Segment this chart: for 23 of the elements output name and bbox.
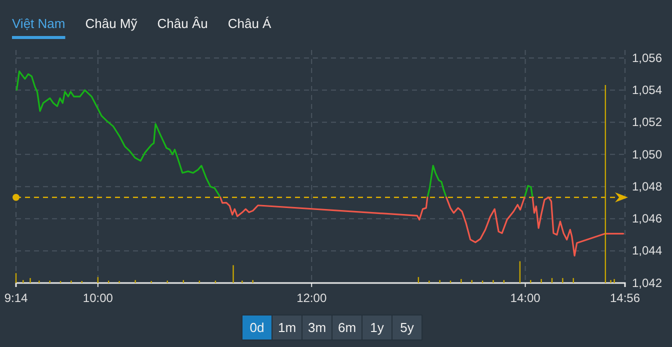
text: Châu Á — [228, 16, 272, 31]
x-tick-label: 14:56 — [610, 291, 640, 305]
text: 3m — [308, 320, 326, 335]
text: Việt Nam — [12, 16, 66, 31]
y-tick-label: 1,052 — [632, 115, 662, 130]
y-tick-label: 1,054 — [632, 82, 662, 97]
text: 6m — [338, 320, 356, 335]
y-tick-label: 1,044 — [632, 244, 662, 258]
y-tick-label: 1,050 — [632, 147, 662, 162]
y-tick-label: 1,048 — [632, 179, 662, 194]
y-tick-label: 1,056 — [632, 50, 662, 65]
x-tick-label: 12:00 — [296, 291, 327, 305]
text: Châu Âu — [157, 16, 208, 31]
x-tick-label: 9:14 — [4, 291, 28, 305]
text: Châu Mỹ — [85, 16, 138, 31]
y-tick-label: 1,046 — [632, 212, 662, 226]
text: 1m — [278, 320, 296, 335]
x-tick-label: 10:00 — [82, 291, 114, 305]
text: 5y — [400, 320, 414, 335]
y-tick-label: 1,042 — [632, 276, 662, 290]
text: 1y — [370, 320, 384, 335]
x-tick-label: 14:00 — [510, 291, 541, 305]
text: 0d — [250, 320, 264, 335]
